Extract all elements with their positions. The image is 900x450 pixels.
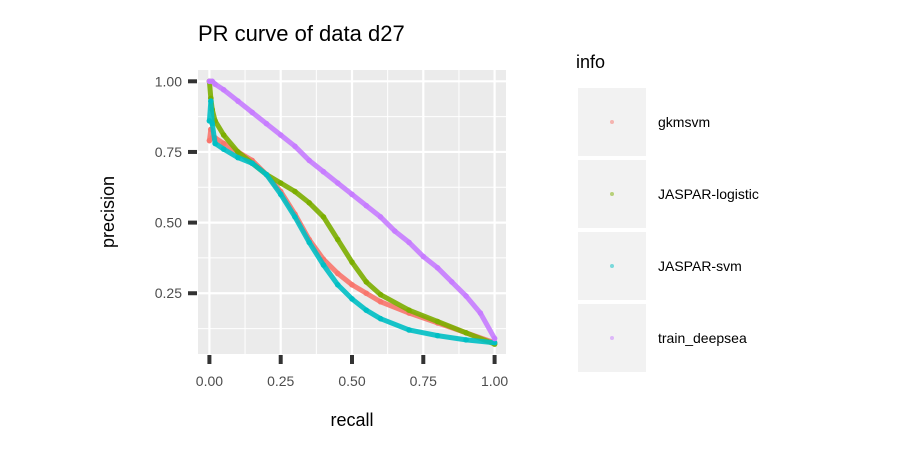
chart-title: PR curve of data d27 bbox=[198, 21, 405, 46]
data-point bbox=[349, 296, 355, 302]
legend-swatch bbox=[610, 120, 614, 124]
data-point bbox=[420, 253, 427, 260]
data-point bbox=[449, 279, 455, 285]
data-point bbox=[249, 109, 255, 116]
legend-swatch bbox=[610, 336, 614, 340]
legend-item: JASPAR-logistic bbox=[578, 160, 759, 228]
data-point bbox=[491, 339, 498, 346]
legend-label: train_deepsea bbox=[658, 330, 747, 346]
y-tick-label: 0.75 bbox=[155, 144, 182, 160]
data-point bbox=[406, 327, 412, 333]
data-point bbox=[235, 98, 241, 104]
data-point bbox=[292, 214, 298, 220]
data-point bbox=[377, 298, 384, 305]
data-point bbox=[320, 214, 327, 220]
data-point bbox=[208, 98, 214, 104]
x-tick-label: 0.75 bbox=[410, 373, 437, 389]
x-tick-label: 0.25 bbox=[267, 373, 294, 389]
data-point bbox=[306, 157, 313, 164]
data-point bbox=[434, 318, 441, 325]
legend: info gkmsvm JASPAR-logistic JASPAR-svm trai… bbox=[576, 52, 759, 372]
data-point bbox=[292, 143, 298, 150]
data-point bbox=[334, 270, 341, 277]
data-point bbox=[391, 228, 398, 234]
legend-label: gkmsvm bbox=[658, 114, 710, 130]
data-point bbox=[220, 140, 227, 147]
series-train_deepsea bbox=[206, 78, 498, 342]
series-JASPAR-svm bbox=[206, 98, 498, 346]
data-point bbox=[277, 191, 284, 198]
data-point bbox=[263, 120, 270, 127]
x-axis-title: recall bbox=[330, 410, 373, 430]
data-point bbox=[406, 307, 412, 313]
y-axis: 0.25 0.50 0.75 1.00 bbox=[155, 73, 197, 301]
data-point bbox=[320, 262, 327, 268]
data-point bbox=[377, 214, 384, 220]
x-tick-label: 0.50 bbox=[338, 373, 365, 389]
data-point bbox=[306, 200, 313, 206]
legend-item: train_deepsea bbox=[578, 304, 747, 372]
data-point bbox=[277, 132, 284, 138]
data-point bbox=[349, 259, 355, 265]
data-point bbox=[220, 132, 227, 138]
series-layer bbox=[206, 78, 498, 347]
data-point bbox=[477, 310, 484, 316]
data-point bbox=[292, 188, 298, 195]
data-point bbox=[277, 180, 284, 186]
x-axis: 0.00 0.25 0.50 0.75 1.00 bbox=[196, 355, 508, 389]
data-point bbox=[377, 291, 384, 298]
data-point bbox=[434, 332, 441, 339]
data-point bbox=[235, 149, 241, 155]
data-point bbox=[363, 279, 370, 285]
data-point bbox=[377, 315, 384, 322]
x-tick-label: 0.00 bbox=[196, 373, 223, 389]
legend-swatch bbox=[610, 192, 614, 196]
data-point bbox=[212, 81, 218, 87]
legend-title: info bbox=[576, 52, 605, 72]
data-point bbox=[334, 281, 341, 288]
data-point bbox=[463, 337, 469, 343]
data-point bbox=[406, 239, 412, 246]
data-point bbox=[220, 86, 227, 93]
data-point bbox=[263, 171, 270, 178]
data-point bbox=[212, 140, 218, 147]
data-point bbox=[434, 265, 441, 271]
data-point bbox=[491, 335, 498, 342]
y-tick-label: 1.00 bbox=[155, 73, 182, 89]
data-point bbox=[334, 236, 341, 243]
data-point bbox=[306, 239, 313, 246]
data-point bbox=[463, 330, 469, 336]
data-point bbox=[349, 281, 355, 288]
data-point bbox=[349, 191, 355, 198]
data-point bbox=[363, 290, 370, 297]
legend-swatch bbox=[610, 264, 614, 268]
data-point bbox=[363, 202, 370, 209]
x-tick-label: 1.00 bbox=[481, 373, 508, 389]
data-point bbox=[363, 307, 370, 313]
legend-item: JASPAR-svm bbox=[578, 232, 742, 300]
y-tick-label: 0.50 bbox=[155, 215, 182, 231]
legend-label: JASPAR-logistic bbox=[658, 186, 759, 202]
data-point bbox=[235, 154, 241, 161]
data-point bbox=[463, 293, 469, 299]
data-point bbox=[249, 160, 255, 167]
data-point bbox=[320, 168, 327, 175]
y-axis-title: precision bbox=[98, 176, 118, 248]
y-tick-label: 0.25 bbox=[155, 285, 182, 301]
legend-label: JASPAR-svm bbox=[658, 258, 742, 274]
data-point bbox=[220, 146, 227, 152]
data-point bbox=[334, 180, 341, 186]
data-point bbox=[209, 120, 216, 127]
legend-item: gkmsvm bbox=[578, 88, 710, 156]
